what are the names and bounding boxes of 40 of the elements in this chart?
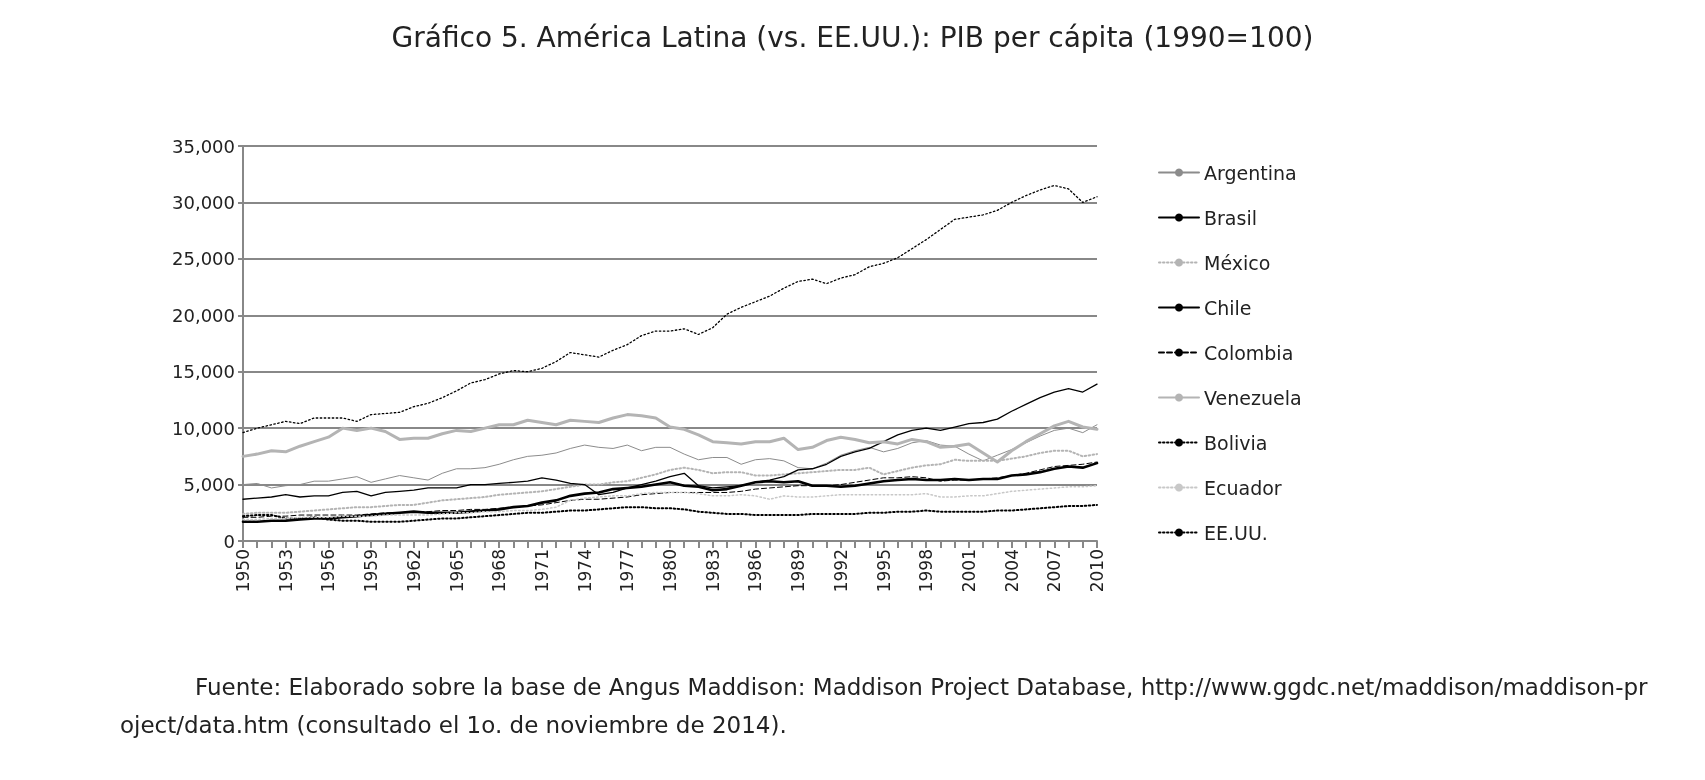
x-tick-label: 1950 (233, 549, 253, 593)
legend-label: EE.UU. (1204, 521, 1268, 544)
y-tick-label: 30,000 (172, 191, 235, 213)
x-tick-label: 1989 (788, 549, 809, 593)
legend-label: Venezuela (1204, 386, 1302, 409)
y-tick-label: 35,000 (172, 135, 235, 157)
y-tick-label: 0 (223, 530, 235, 552)
legend-label: Bolivia (1204, 431, 1268, 454)
legend-label: México (1204, 251, 1271, 274)
y-tick-label: 20,000 (172, 304, 235, 326)
y-tick-label: 25,000 (172, 248, 235, 270)
x-tick-label: 1986 (745, 549, 766, 593)
x-tick-label: 1974 (574, 549, 595, 593)
x-tick-label: 1968 (489, 549, 510, 593)
x-tick-label: 2001 (958, 549, 979, 593)
x-tick-label: 1959 (361, 549, 382, 593)
x-tick-label: 1971 (531, 549, 552, 593)
y-tick-label: 10,000 (172, 417, 235, 439)
source-note: Fuente: Elaborado sobre la base de Angus Maddison: Maddison Project Database, http://www.ggdc.net/maddison/maddison-project/data.htm (consultado el 1o. de noviembre de 2014). (120, 673, 1649, 740)
x-tick-label: 2010 (1087, 549, 1107, 593)
legend-label: Chile (1204, 296, 1252, 319)
x-tick-label: 1983 (702, 549, 723, 593)
x-tick-label: 1965 (446, 549, 467, 593)
x-tick-label: 2007 (1044, 549, 1065, 593)
x-tick-label: 1995 (873, 549, 894, 593)
x-tick-label: 1977 (617, 549, 638, 593)
x-tick-label: 1998 (916, 549, 937, 593)
x-tick-label: 1980 (660, 549, 680, 593)
legend-label: Colombia (1204, 341, 1294, 364)
legend-label: Argentina (1204, 161, 1297, 184)
x-tick-label: 2004 (1001, 549, 1022, 593)
x-tick-label: 1956 (318, 549, 339, 593)
x-tick-label: 1992 (830, 549, 851, 593)
chart-title: Gráfico 5. América Latina (vs. EE.UU.): PIB per cápita (1990=100) (391, 20, 1314, 54)
x-tick-label: 1962 (403, 549, 424, 593)
legend-label: Ecuador (1204, 476, 1282, 499)
x-tick-label: 1953 (275, 549, 296, 593)
y-tick-label: 15,000 (172, 361, 235, 383)
legend-label: Brasil (1204, 206, 1257, 229)
y-tick-label: 5,000 (183, 474, 235, 496)
